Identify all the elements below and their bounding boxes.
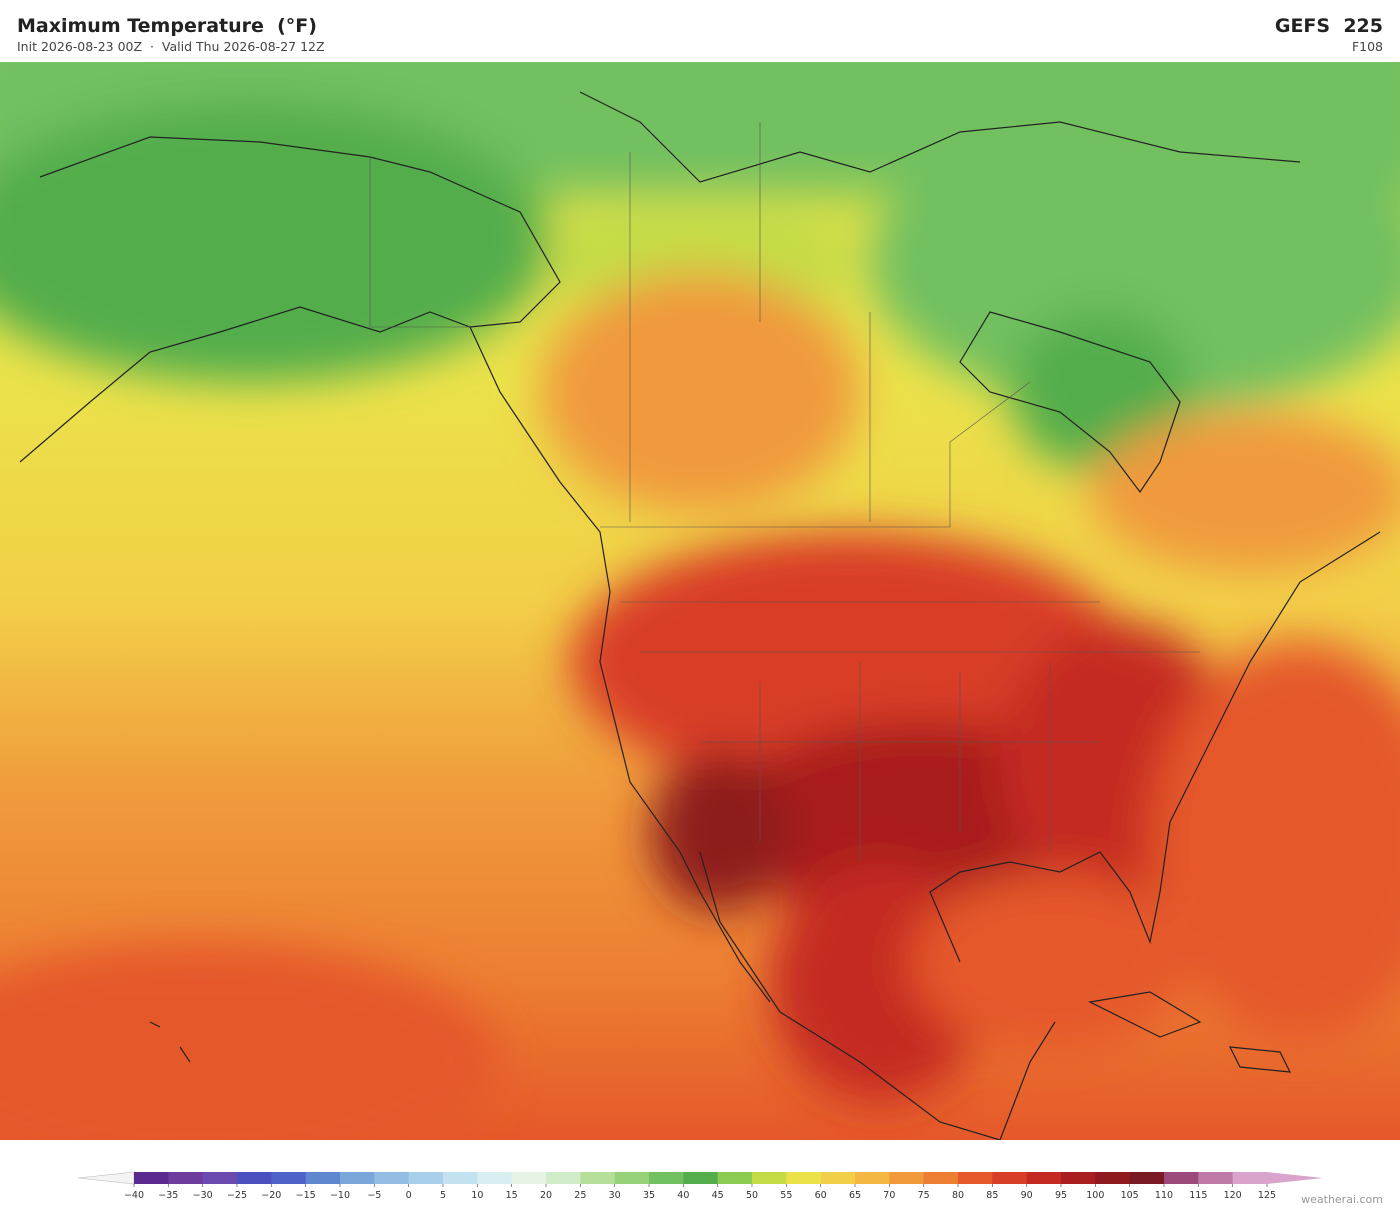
colorbar-tick-label: 20 xyxy=(540,1190,552,1200)
colorbar-segment xyxy=(1232,1172,1268,1184)
colorbar-segment xyxy=(408,1172,444,1184)
colorbar-tick-label: −10 xyxy=(330,1190,350,1200)
colorbar-tick-label: 0 xyxy=(406,1190,412,1200)
colorbar-segment xyxy=(511,1172,547,1184)
colorbar-tick-label: −40 xyxy=(124,1190,144,1200)
colorbar-segment xyxy=(134,1172,169,1184)
colorbar-over xyxy=(1267,1172,1323,1184)
colorbar-tick-label: −15 xyxy=(296,1190,316,1200)
colorbar-tick-label: 70 xyxy=(883,1190,895,1200)
colorbar-segment xyxy=(1026,1172,1062,1184)
watermark: weatherai.com xyxy=(1301,1193,1383,1206)
colorbar-tick-label: 80 xyxy=(952,1190,964,1200)
colorbar-tick-label: 100 xyxy=(1086,1190,1104,1200)
colorbar-segment xyxy=(546,1172,581,1184)
colorbar-tick-label: 55 xyxy=(780,1190,792,1200)
colorbar-segment xyxy=(1129,1172,1165,1184)
colorbar-tick-label: 15 xyxy=(506,1190,518,1200)
title: Maximum Temperature (°F) xyxy=(17,15,317,37)
colorbar-segment xyxy=(923,1172,959,1184)
colorbar-segment xyxy=(1198,1172,1234,1184)
colorbar-segment xyxy=(580,1172,616,1184)
colorbar-tick-label: −30 xyxy=(193,1190,213,1200)
colorbar-tick-label: −35 xyxy=(158,1190,178,1200)
colorbar-tick-label: 75 xyxy=(918,1190,930,1200)
colorbar-tick-label: 50 xyxy=(746,1190,758,1200)
colorbar-segment xyxy=(958,1172,993,1184)
colorbar-segment xyxy=(168,1172,204,1184)
forecast-hour: F108 xyxy=(1351,39,1383,54)
colorbar-segment xyxy=(855,1172,890,1184)
colorbar-segment xyxy=(1164,1172,1199,1184)
colorbar-segment xyxy=(237,1172,272,1184)
colorbar-tick-label: 25 xyxy=(574,1190,586,1200)
colorbar-segment xyxy=(340,1172,375,1184)
colorbar-segment xyxy=(443,1172,478,1184)
map xyxy=(0,62,1400,1140)
colorbar-segment xyxy=(752,1172,787,1184)
colorbar-segment xyxy=(992,1172,1028,1184)
colorbar-tick-label: −5 xyxy=(367,1190,381,1200)
colorbar-tick-label: −25 xyxy=(227,1190,247,1200)
colorbar-segment xyxy=(374,1172,410,1184)
colorbar-tick-label: 40 xyxy=(677,1190,689,1200)
colorbar-tick-label: 60 xyxy=(815,1190,827,1200)
subtitle: Init 2026-08-23 00Z · Valid Thu 2026-08-… xyxy=(17,39,325,54)
colorbar: −40 −35 −30 −25 −20 −15 −10 −5 0 5 10 15 20 25 30 35 40 4… xyxy=(77,1171,1323,1200)
colorbar-tick-label: 110 xyxy=(1155,1190,1173,1200)
colorbar-segment xyxy=(614,1172,650,1184)
colorbar-segment xyxy=(889,1172,925,1184)
colorbar-segment xyxy=(649,1172,684,1184)
colorbar-segment xyxy=(1061,1172,1096,1184)
colorbar-segment xyxy=(1095,1172,1131,1184)
colorbar-tick-label: 85 xyxy=(986,1190,998,1200)
model-label: GEFS 225 xyxy=(1274,15,1383,37)
colorbar-tick-label: −20 xyxy=(261,1190,281,1200)
colorbar-tick-label: 35 xyxy=(643,1190,655,1200)
colorbar-segment xyxy=(786,1172,822,1184)
colorbar-tick-label: 65 xyxy=(849,1190,861,1200)
colorbar-segment xyxy=(683,1172,719,1184)
colorbar-segment xyxy=(305,1172,341,1184)
colorbar-tick-label: 5 xyxy=(440,1190,446,1200)
colorbar-tick-label: 45 xyxy=(712,1190,724,1200)
colorbar-segment xyxy=(820,1172,856,1184)
colorbar-under xyxy=(77,1171,135,1185)
colorbar-tick-label: 10 xyxy=(471,1190,483,1200)
colorbar-segment xyxy=(202,1172,238,1184)
colorbar-tick-label: 30 xyxy=(609,1190,621,1200)
colorbar-tick-label: 120 xyxy=(1224,1190,1242,1200)
colorbar-tick-label: 95 xyxy=(1055,1190,1067,1200)
colorbar-segment xyxy=(717,1172,753,1184)
colorbar-tick-label: 115 xyxy=(1189,1190,1207,1200)
colorbar-tick-label: 90 xyxy=(1021,1190,1033,1200)
colorbar-segment xyxy=(477,1172,513,1184)
colorbar-tick-label: 125 xyxy=(1258,1190,1276,1200)
colorbar-tick-label: 105 xyxy=(1121,1190,1139,1200)
colorbar-segment xyxy=(271,1172,307,1184)
